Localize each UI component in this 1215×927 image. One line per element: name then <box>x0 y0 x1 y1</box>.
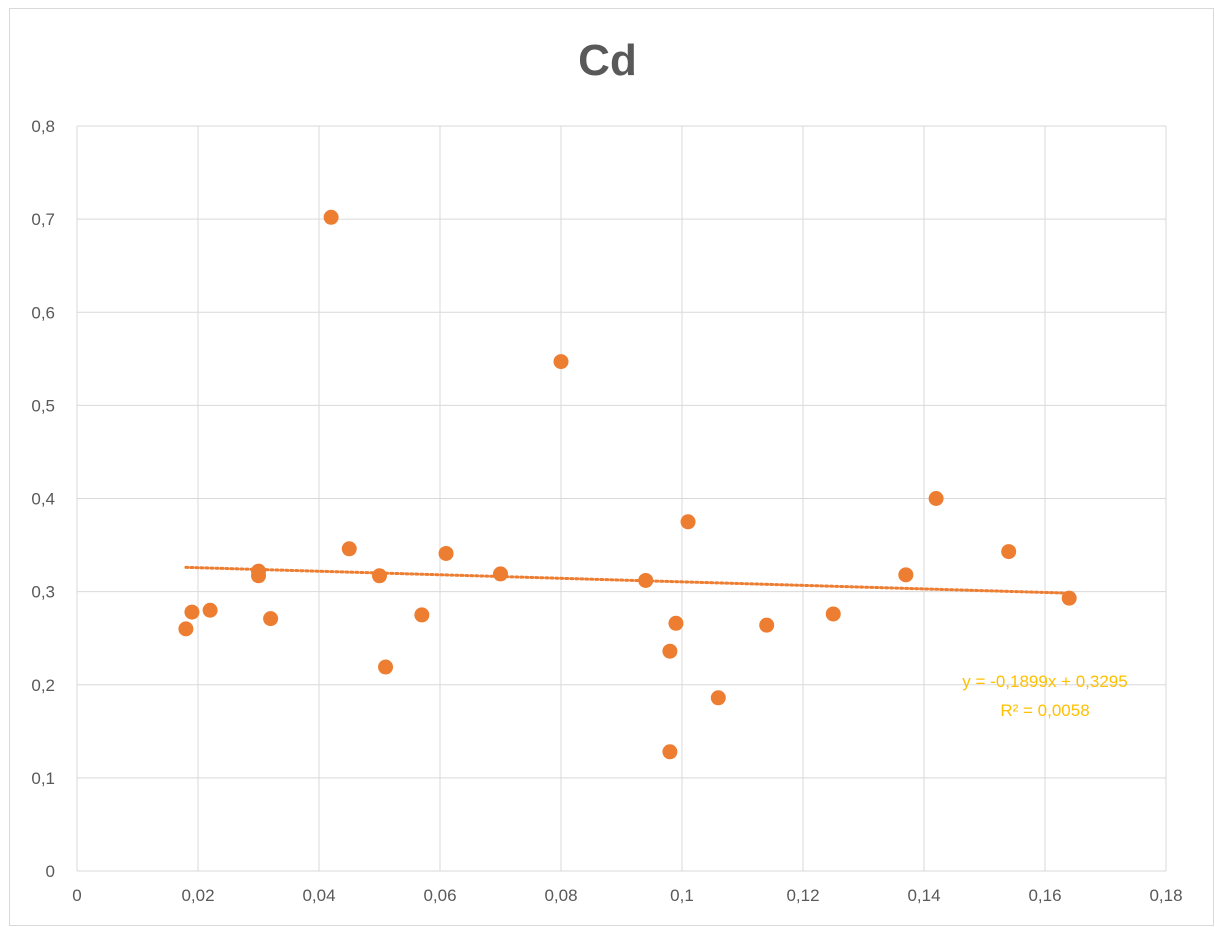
x-tick-label: 0 <box>72 886 81 905</box>
data-point <box>263 611 279 627</box>
data-point <box>553 354 569 370</box>
data-point <box>323 209 339 225</box>
y-tick-label: 0,7 <box>31 210 55 229</box>
data-point <box>638 572 654 588</box>
data-point <box>438 545 454 561</box>
grid-lines <box>76 125 1167 872</box>
trendline-r-squared: R² = 0,0058 <box>1000 701 1089 720</box>
y-tick-label: 0,6 <box>31 303 55 322</box>
data-point <box>378 659 394 675</box>
x-tick-label: 0,12 <box>786 886 819 905</box>
x-tick-label: 0,06 <box>423 886 456 905</box>
y-tick-label: 0,3 <box>31 583 55 602</box>
x-tick-label: 0,02 <box>181 886 214 905</box>
data-point <box>825 606 841 622</box>
data-point <box>680 514 696 530</box>
data-point <box>493 566 508 582</box>
data-point <box>898 567 914 583</box>
y-tick-label: 0,5 <box>31 396 55 415</box>
data-point <box>668 615 684 631</box>
x-tick-label: 0,04 <box>302 886 335 905</box>
x-tick-label: 0,1 <box>670 886 694 905</box>
x-tick-label: 0,14 <box>907 886 940 905</box>
data-point <box>759 617 775 633</box>
y-tick-label: 0 <box>46 862 55 881</box>
data-point <box>928 491 944 506</box>
trendline <box>184 565 1071 595</box>
chart-title: Cd <box>578 36 637 85</box>
data-point <box>341 541 357 557</box>
data-point <box>178 621 194 637</box>
chart-frame <box>9 8 1214 926</box>
data-point <box>251 568 266 584</box>
y-tick-label: 0,1 <box>31 769 55 788</box>
data-point <box>414 607 430 623</box>
y-axis-ticks: 0 0,1 0,2 0,3 0,4 0,5 0,6 0,7 0,8 <box>31 117 55 881</box>
trendline-group <box>184 565 1071 595</box>
data-point <box>662 643 678 659</box>
data-points <box>178 209 1077 760</box>
y-tick-label: 0,4 <box>31 490 55 509</box>
y-tick-label: 0,8 <box>31 117 55 136</box>
data-point <box>710 690 726 706</box>
data-point <box>184 604 200 620</box>
data-point <box>662 744 678 760</box>
data-point <box>1001 544 1017 560</box>
x-tick-label: 0,18 <box>1149 886 1182 905</box>
data-point <box>1061 590 1077 606</box>
x-axis-ticks: 0 0,02 0,04 0,06 0,08 0,1 0,12 0,14 0,16 0,18 <box>72 886 1182 905</box>
y-tick-label: 0,2 <box>31 676 55 695</box>
data-point <box>202 602 218 618</box>
x-tick-label: 0,08 <box>544 886 577 905</box>
x-tick-label: 0,16 <box>1028 886 1061 905</box>
trendline-labels: y = -0,1899x + 0,3295 R² = 0,0058 <box>962 672 1127 720</box>
trendline-equation: y = -0,1899x + 0,3295 <box>962 672 1127 691</box>
data-point <box>372 568 387 584</box>
